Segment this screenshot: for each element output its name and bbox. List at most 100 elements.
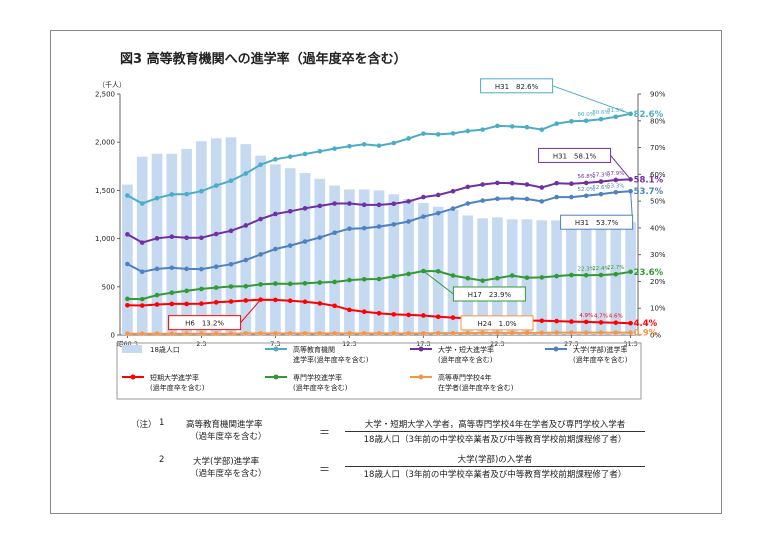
point-value-label: 22.4% <box>592 266 609 272</box>
bar-18-population <box>610 221 622 335</box>
callout-text: H6 13.2% <box>185 320 224 328</box>
note-2-number: 2 <box>159 455 165 465</box>
series-point-2 <box>554 194 559 200</box>
series-point-1 <box>406 199 411 204</box>
series-point-4 <box>628 269 633 275</box>
note-1-equals: ＝ <box>319 426 330 439</box>
series-point-5 <box>213 331 219 336</box>
series-point-1 <box>421 194 426 200</box>
series-point-1 <box>243 223 249 228</box>
series-point-0 <box>361 142 367 147</box>
right-tick-label: 40% <box>650 224 666 232</box>
series-point-3 <box>154 302 160 307</box>
series-point-4 <box>347 277 352 283</box>
series-point-1 <box>287 208 293 214</box>
series-point-5 <box>139 331 145 336</box>
series-point-4 <box>287 281 293 287</box>
series-point-5 <box>332 331 337 336</box>
legend-label: 大学・短大進学率 <box>438 345 494 354</box>
note-prefix: （注） <box>131 420 157 430</box>
series-point-5 <box>184 331 189 336</box>
series-point-1 <box>347 201 352 206</box>
series-point-3 <box>213 300 219 305</box>
legend-label: 大学(学部)進学率 <box>573 345 627 354</box>
series-point-1 <box>332 201 337 206</box>
bar-18-population <box>181 148 192 335</box>
series-point-4 <box>524 275 530 280</box>
note-1-denominator: 18歳人口（3年前の中学校卒業者及び中等教育学校前期課程修了者） <box>363 435 627 445</box>
series-point-5 <box>154 331 160 336</box>
callout-text: H31 58.1% <box>553 152 597 160</box>
series-point-5 <box>258 331 263 336</box>
callout-text: H31 82.6% <box>495 83 539 91</box>
end-value-label: 0.9% <box>634 329 658 339</box>
series-point-0 <box>583 118 589 124</box>
right-tick-label: 80% <box>650 117 666 125</box>
series-point-3 <box>169 301 175 307</box>
bar-18-population <box>329 185 340 335</box>
series-point-4 <box>302 281 308 286</box>
series-point-4 <box>391 274 397 279</box>
series-point-0 <box>598 116 604 122</box>
series-point-5 <box>391 331 397 336</box>
series-point-4 <box>598 272 604 278</box>
series-point-3 <box>569 319 574 324</box>
series-point-0 <box>213 183 219 188</box>
series-point-3 <box>317 301 323 306</box>
series-point-1 <box>273 211 278 217</box>
note-2-label-sub: （過年度卒を含む） <box>190 469 267 479</box>
series-point-2 <box>450 206 456 211</box>
series-point-2 <box>287 243 293 248</box>
series-point-3 <box>406 312 411 318</box>
left-tick-label: 2,500 <box>95 91 115 99</box>
bar-18-population <box>625 222 636 335</box>
note-2-numerator: 大学(学部)の入学者 <box>457 455 533 465</box>
series-point-0 <box>243 171 249 176</box>
series-point-1 <box>317 203 323 209</box>
series-point-1 <box>598 179 604 184</box>
series-point-5 <box>347 331 352 336</box>
bars-18-population <box>122 137 636 335</box>
series-point-2 <box>569 194 574 200</box>
series-point-1 <box>228 228 234 234</box>
series-point-5 <box>273 331 278 336</box>
point-value-label: 4.6% <box>609 314 623 320</box>
series-point-2 <box>243 257 249 263</box>
series-point-2 <box>391 222 397 227</box>
series-point-0 <box>421 131 426 136</box>
series-point-4 <box>509 273 515 278</box>
series-point-0 <box>554 121 559 127</box>
point-value-label: 81.5% <box>607 108 624 114</box>
figure-frame <box>50 30 722 514</box>
series-point-1 <box>184 235 189 241</box>
series-point-2 <box>347 226 352 231</box>
bar-18-population <box>373 190 385 335</box>
series-point-1 <box>539 185 545 190</box>
chart-title: 図3 高等教育機関への進学率（過年度卒を含む） <box>120 52 407 67</box>
series-point-4 <box>169 290 175 295</box>
bar-18-population <box>358 189 370 335</box>
series-point-4 <box>613 271 619 277</box>
x-tick-label: 27.3 <box>564 340 578 348</box>
point-value-label: 52.6% <box>592 185 609 191</box>
series-point-1 <box>613 177 619 183</box>
series-point-2 <box>273 246 278 252</box>
series-point-2 <box>613 189 619 195</box>
series-point-4 <box>258 282 263 287</box>
series-point-3 <box>583 319 589 325</box>
note-1-label-sub: （過年度卒を含む） <box>190 432 267 442</box>
series-point-5 <box>317 331 323 336</box>
series-point-2 <box>332 230 337 236</box>
series-point-5 <box>613 330 619 335</box>
series-point-5 <box>406 331 411 336</box>
series-point-5 <box>583 330 589 335</box>
callout-leader <box>240 299 261 323</box>
bar-18-population <box>462 215 474 335</box>
callout-box <box>538 147 612 163</box>
series-point-1 <box>391 201 397 207</box>
series-point-2 <box>139 269 145 275</box>
series-point-3 <box>347 307 352 313</box>
series-point-0 <box>125 193 130 198</box>
callout-leader <box>610 155 631 180</box>
